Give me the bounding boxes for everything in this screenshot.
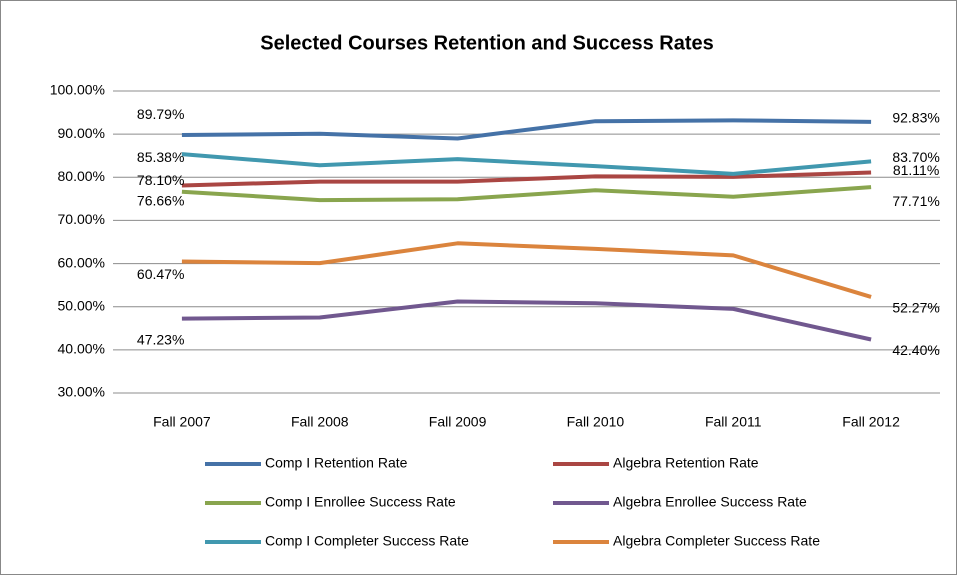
- y-tick-label: 60.00%: [58, 254, 105, 270]
- chart-title: Selected Courses Retention and Success R…: [260, 32, 714, 54]
- y-tick-label: 90.00%: [58, 125, 105, 141]
- legend-label: Comp I Completer Success Rate: [265, 533, 469, 549]
- series-line: [181, 170, 872, 188]
- legend-label: Algebra Completer Success Rate: [613, 533, 820, 549]
- x-tick-label: Fall 2010: [567, 414, 625, 430]
- series-line: [181, 299, 872, 342]
- y-tick-label: 80.00%: [58, 168, 105, 184]
- x-tick-label: Fall 2007: [153, 414, 211, 430]
- legend-label: Comp I Retention Rate: [265, 455, 408, 471]
- series-line: [181, 152, 872, 176]
- y-tick-label: 50.00%: [58, 297, 105, 313]
- data-label: 83.70%: [892, 149, 939, 165]
- x-tick-label: Fall 2008: [291, 414, 349, 430]
- y-tick-label: 30.00%: [58, 384, 105, 400]
- data-label: 77.71%: [892, 193, 939, 209]
- data-label: 81.11%: [893, 162, 939, 178]
- y-tick-label: 70.00%: [58, 211, 105, 227]
- legend-label: Algebra Enrollee Success Rate: [613, 494, 807, 510]
- data-label: 89.79%: [137, 106, 184, 122]
- y-tick-label: 100.00%: [50, 82, 105, 98]
- series-line: [181, 118, 872, 141]
- data-label: 78.10%: [137, 172, 184, 188]
- data-label: 42.40%: [892, 342, 939, 358]
- data-label: 52.27%: [892, 300, 939, 316]
- series-line: [181, 185, 872, 203]
- data-label: 76.66%: [137, 192, 184, 208]
- data-label: 92.83%: [892, 110, 939, 126]
- data-label: 47.23%: [137, 331, 184, 347]
- legend-label: Comp I Enrollee Success Rate: [265, 494, 456, 510]
- y-tick-label: 40.00%: [58, 341, 105, 357]
- series-line: [181, 241, 872, 299]
- data-label: 85.38%: [137, 149, 184, 165]
- x-tick-label: Fall 2011: [705, 414, 762, 430]
- data-label: 60.47%: [137, 266, 184, 282]
- x-tick-label: Fall 2012: [842, 414, 900, 430]
- x-tick-label: Fall 2009: [429, 414, 487, 430]
- legend-label: Algebra Retention Rate: [613, 455, 759, 471]
